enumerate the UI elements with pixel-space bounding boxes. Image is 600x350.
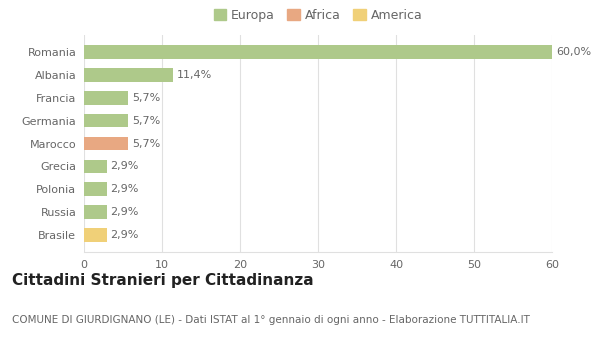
Bar (84, 228, 107, 242)
Legend: Europa, Africa, America: Europa, Africa, America (211, 6, 425, 25)
Text: 11,4%: 11,4% (177, 70, 212, 80)
Bar (84, 182, 107, 196)
Text: Cittadini Stranieri per Cittadinanza: Cittadini Stranieri per Cittadinanza (12, 273, 314, 288)
Text: 5,7%: 5,7% (133, 93, 161, 103)
Text: COMUNE DI GIURDIGNANO (LE) - Dati ISTAT al 1° gennaio di ogni anno - Elaborazion: COMUNE DI GIURDIGNANO (LE) - Dati ISTAT … (12, 315, 530, 325)
Text: 2,9%: 2,9% (110, 161, 139, 171)
Bar (84, 160, 107, 173)
Bar (84, 114, 128, 127)
Text: 5,7%: 5,7% (133, 139, 161, 148)
Bar (84, 91, 128, 105)
Bar (84, 205, 107, 219)
Text: 60,0%: 60,0% (556, 47, 591, 57)
Text: 2,9%: 2,9% (110, 184, 139, 194)
Bar (84, 136, 128, 150)
Text: 5,7%: 5,7% (133, 116, 161, 126)
Bar (84, 45, 552, 59)
Bar (84, 68, 173, 82)
Text: 2,9%: 2,9% (110, 207, 139, 217)
Text: 2,9%: 2,9% (110, 230, 139, 240)
